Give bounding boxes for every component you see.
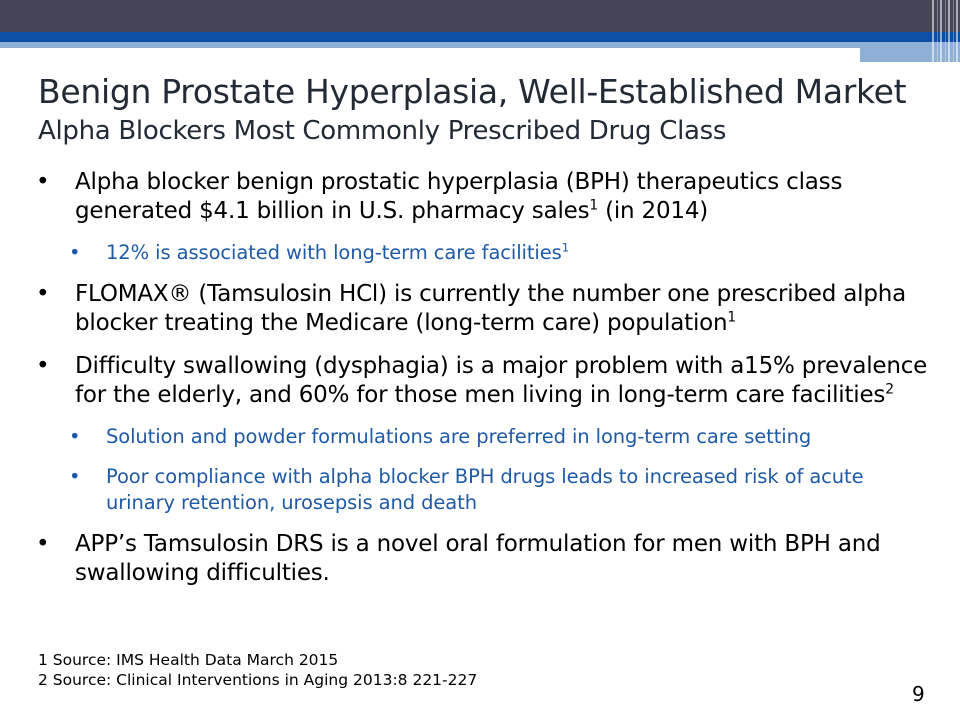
footnote-ref: 1 xyxy=(727,309,736,326)
footnote-ref: 1 xyxy=(589,197,598,214)
bullet: • Alpha blocker benign prostatic hyperpla… xyxy=(36,168,936,226)
header-bar-light xyxy=(0,42,960,48)
slide-subtitle: Alpha Blockers Most Commonly Prescribed … xyxy=(38,116,727,146)
bullet-text: FLOMAX® (Tamsulosin HCl) is currently th… xyxy=(75,281,907,336)
header-stripes-decoration xyxy=(932,0,960,66)
footnote-ref: 2 xyxy=(885,381,894,398)
bullet-text: APP’s Tamsulosin DRS is a novel oral for… xyxy=(75,531,881,586)
bullet-dot: • xyxy=(36,353,50,379)
bullet-text-tail: (in 2014) xyxy=(597,198,709,224)
bullet-text: Solution and powder formulations are pre… xyxy=(106,425,812,448)
footnote-1: 1 Source: IMS Health Data March 2015 xyxy=(38,651,339,669)
footnote-2: 2 Source: Clinical Interventions in Agin… xyxy=(38,671,478,689)
bullet-dot: • xyxy=(36,531,50,557)
sub-bullet: • Solution and powder formulations are pr… xyxy=(36,424,936,450)
bullet: • APP’s Tamsulosin DRS is a novel oral fo… xyxy=(36,530,936,588)
bullet-dot: • xyxy=(36,169,50,195)
bullet: • FLOMAX® (Tamsulosin HCl) is currently t… xyxy=(36,280,936,338)
header-bar-blue xyxy=(0,32,960,42)
bullet-text: 12% is associated with long-term care fa… xyxy=(106,241,562,264)
footnote-ref: 1 xyxy=(561,240,570,255)
slide-title: Benign Prostate Hyperplasia, Well-Establ… xyxy=(38,72,907,111)
footnotes: 1 Source: IMS Health Data March 2015 2 S… xyxy=(38,650,477,690)
sub-bullet: • 12% is associated with long-term care f… xyxy=(36,240,936,266)
sub-bullet: • Poor compliance with alpha blocker BPH … xyxy=(36,464,936,516)
header-bar-dark xyxy=(0,0,960,32)
bullet-text: Difficulty swallowing (dysphagia) is a m… xyxy=(75,353,928,408)
bullet: • Difficulty swallowing (dysphagia) is a … xyxy=(36,352,936,410)
bullet-text: Alpha blocker benign prostatic hyperplas… xyxy=(75,169,843,224)
bullet-dot: • xyxy=(69,465,81,488)
page-number: 9 xyxy=(912,682,925,706)
bullet-text: Poor compliance with alpha blocker BPH d… xyxy=(106,465,864,514)
bullet-dot: • xyxy=(69,425,81,448)
bullet-dot: • xyxy=(36,281,50,307)
slide-body: • Alpha blocker benign prostatic hyperpla… xyxy=(36,168,936,602)
bullet-dot: • xyxy=(69,241,81,264)
